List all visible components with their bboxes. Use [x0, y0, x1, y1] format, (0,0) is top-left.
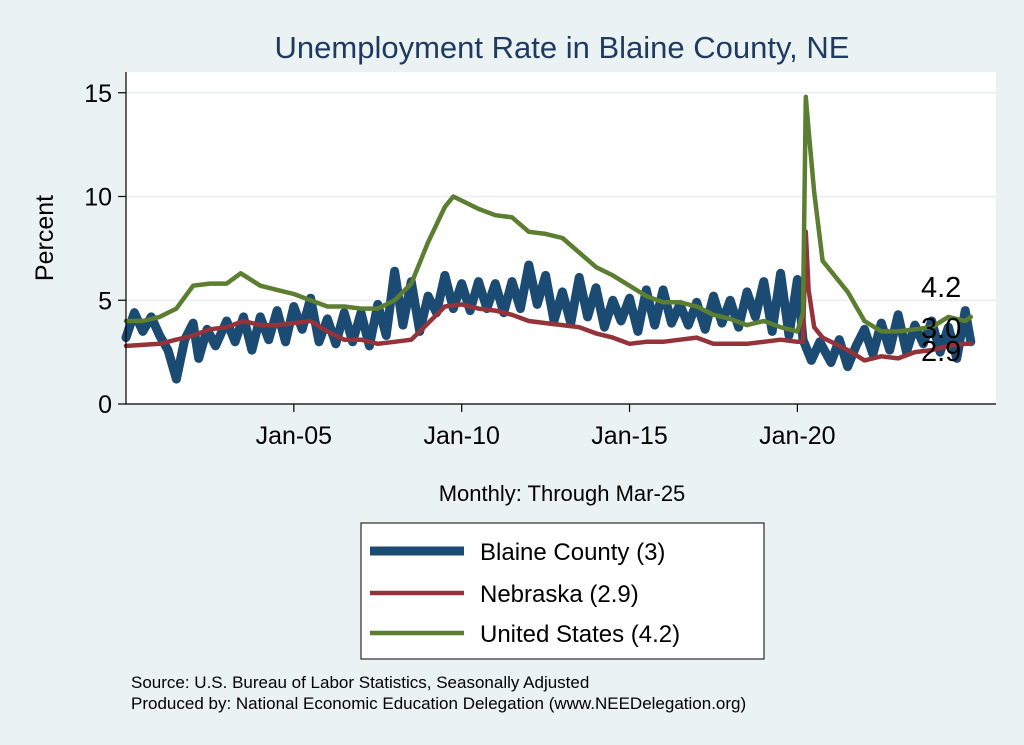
series-line-county	[121, 260, 976, 384]
chart-title: Unemployment Rate in Blaine County, NE	[275, 30, 850, 65]
x-tick-label: Jan-05	[256, 422, 332, 450]
x-axis-ticks: Jan-05 Jan-10 Jan-15 Jan-20	[256, 404, 836, 450]
legend-label-county: Blaine County (3)	[480, 539, 665, 566]
series-layer	[121, 94, 976, 384]
end-label-us: 4.2	[921, 272, 961, 304]
end-label-nebraska: 2.9	[921, 336, 961, 368]
source-note: Source: U.S. Bureau of Labor Statistics,…	[131, 673, 589, 692]
legend-label-us: United States (4.2)	[480, 621, 680, 648]
end-label-county: 3.0	[921, 313, 961, 345]
y-tick-label: 15	[84, 80, 112, 108]
legend: Blaine County (3) Nebraska (2.9) United …	[360, 522, 765, 660]
y-tick-label: 5	[98, 287, 112, 315]
series-line-us	[123, 94, 974, 334]
y-tick-label: 0	[98, 391, 112, 419]
x-tick-label: Jan-20	[759, 422, 835, 450]
producer-note: Produced by: National Economic Education…	[131, 694, 746, 713]
x-axis-label: Monthly: Through Mar-25	[439, 481, 686, 506]
y-axis-label: Percent	[31, 195, 59, 281]
y-axis-ticks: 0 5 10 15	[84, 80, 126, 419]
y-tick-label: 10	[84, 184, 112, 212]
x-tick-label: Jan-15	[591, 422, 667, 450]
legend-label-nebraska: Nebraska (2.9)	[480, 581, 639, 608]
axes	[125, 72, 996, 405]
x-tick-label: Jan-10	[423, 422, 499, 450]
series-line-nebraska	[123, 229, 974, 363]
